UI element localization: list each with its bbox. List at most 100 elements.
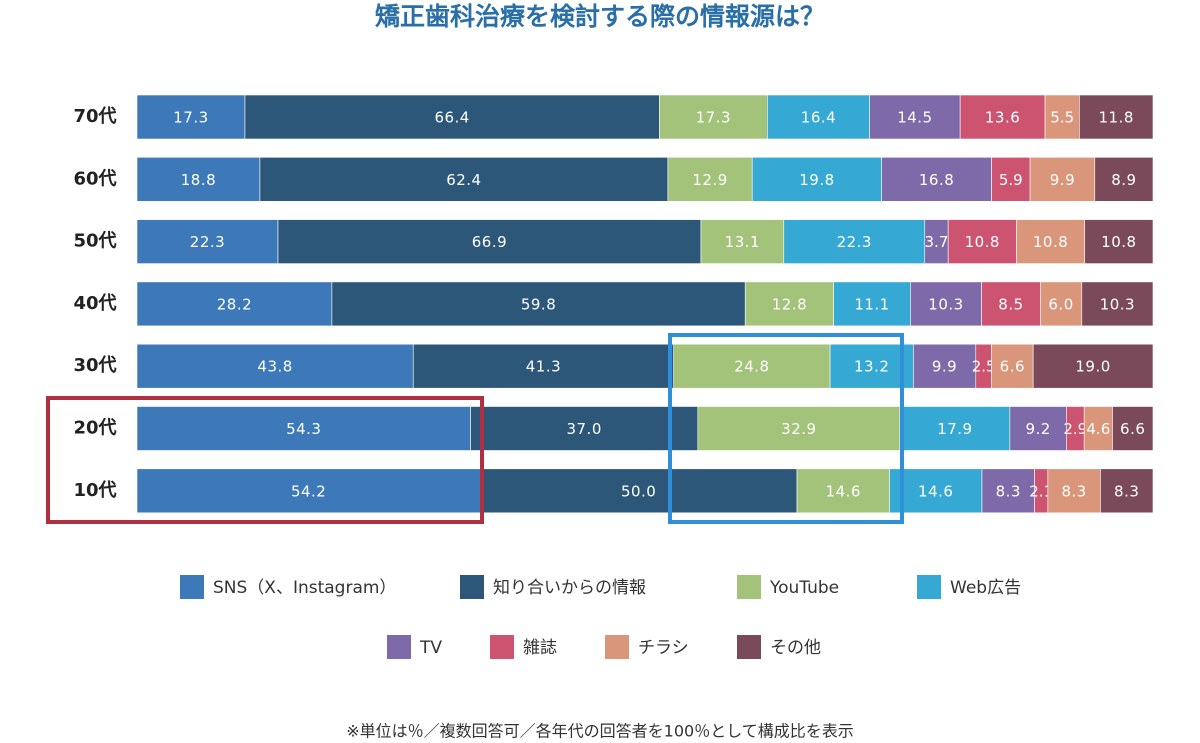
- bar-segment: [881, 157, 992, 202]
- data-label: 2.5: [972, 358, 996, 376]
- data-label: 4.6: [1086, 420, 1110, 438]
- bar-segment: [959, 94, 1046, 140]
- data-label: 8.3: [1061, 482, 1086, 500]
- data-label: 6.6: [1000, 358, 1025, 376]
- bar-segment: [412, 343, 674, 389]
- category-label: 30代: [73, 355, 116, 376]
- legend-label: YouTube: [769, 578, 839, 598]
- data-label: 28.2: [217, 295, 252, 313]
- bar-segment: [331, 281, 746, 327]
- data-label: 13.6: [985, 109, 1020, 127]
- data-label: 3.7: [925, 233, 949, 251]
- bar-segment: [1079, 94, 1154, 140]
- category-label: 60代: [73, 168, 116, 189]
- data-label: 19.0: [1075, 358, 1110, 376]
- data-label: 6.6: [1120, 420, 1145, 438]
- data-label: 37.0: [566, 420, 601, 438]
- bar-segment: [136, 406, 471, 451]
- legend-swatch: [605, 635, 629, 659]
- bar-segment: [751, 157, 882, 202]
- bar-segment: [1081, 281, 1154, 327]
- data-label: 18.8: [181, 171, 216, 189]
- legend-label: その他: [770, 638, 821, 658]
- data-label: 6.0: [1048, 295, 1073, 313]
- bar-segment: [869, 94, 961, 140]
- data-label: 16.4: [801, 109, 836, 127]
- legend-swatch: [387, 635, 411, 659]
- bar-segment: [673, 343, 831, 389]
- category-label: 10代: [73, 480, 116, 501]
- data-label: 8.3: [1114, 482, 1139, 500]
- data-label: 12.8: [772, 295, 807, 313]
- bar-segment: [981, 281, 1041, 327]
- legend-swatch: [917, 575, 941, 599]
- data-label: 9.9: [1050, 171, 1075, 189]
- data-label: 66.9: [472, 233, 507, 251]
- data-label: 10.3: [1100, 295, 1135, 313]
- legend-label: Web広告: [950, 578, 1021, 598]
- footnote: ※単位は％／複数回答可／各年代の回答者を100％として構成比を表示: [346, 722, 853, 741]
- bar-segment: [136, 157, 261, 202]
- data-label: 14.6: [918, 482, 953, 500]
- legend-label: 知り合いからの情報: [493, 578, 646, 598]
- bar-segment: [1040, 281, 1083, 327]
- legend-swatch: [737, 635, 761, 659]
- data-label: 12.9: [692, 171, 727, 189]
- legend: SNS（X、Instagram） 知り合いからの情報 YouTube Web広告 TV 雑…: [180, 575, 1021, 659]
- data-label: 11.1: [854, 295, 889, 313]
- bar-segment: [136, 94, 246, 140]
- data-label: 10.8: [965, 233, 1000, 251]
- bar-segment: [259, 157, 669, 202]
- data-label: 8.3: [996, 482, 1021, 500]
- data-label: 32.9: [781, 420, 816, 438]
- data-label: 10.3: [928, 295, 963, 313]
- chart-title: 矯正歯科治療を検討する際の情報源は？: [375, 2, 825, 31]
- bar-segment: [1112, 406, 1154, 451]
- data-label: 24.8: [734, 358, 769, 376]
- legend-swatch: [460, 575, 484, 599]
- data-label: 8.9: [1111, 171, 1136, 189]
- bar-segment: [796, 468, 890, 514]
- bar-segment: [783, 219, 926, 264]
- bar-segment: [913, 343, 977, 389]
- category-label: 20代: [73, 418, 116, 439]
- data-label: 10.8: [1101, 233, 1136, 251]
- bar-segment: [991, 343, 1034, 389]
- data-label: 9.9: [932, 358, 957, 376]
- bar-segment: [136, 281, 333, 327]
- category-label: 50代: [73, 231, 116, 252]
- legend-label: TV: [419, 638, 442, 658]
- bar-segment: [1029, 157, 1096, 202]
- bar-segment: [744, 281, 834, 327]
- bar-segment: [470, 406, 699, 451]
- data-label: 13.1: [725, 233, 760, 251]
- bar-segment: [1083, 406, 1113, 451]
- bar-segment: [1009, 406, 1067, 451]
- bar-segment: [947, 219, 1017, 264]
- data-label: 19.8: [799, 171, 834, 189]
- legend-label: チラシ: [638, 638, 689, 658]
- bar-segment: [889, 468, 983, 514]
- bar-segment: [659, 94, 768, 140]
- legend-label: SNS（X、Instagram）: [213, 578, 396, 598]
- data-label: 66.4: [434, 109, 469, 127]
- legend-swatch: [490, 635, 514, 659]
- data-label: 50.0: [621, 482, 656, 500]
- data-label: 2.9: [1063, 420, 1087, 438]
- legend-swatch: [737, 575, 761, 599]
- bar-segment: [136, 468, 481, 514]
- category-label: 70代: [73, 106, 116, 127]
- bar-segment: [981, 468, 1035, 514]
- bar-segment: [277, 219, 702, 264]
- data-label: 17.3: [173, 109, 208, 127]
- data-label: 54.3: [286, 420, 321, 438]
- bar-segment: [899, 406, 1011, 451]
- bar-segment: [991, 157, 1031, 202]
- bar-segment: [1032, 343, 1154, 389]
- data-label: 9.2: [1025, 420, 1050, 438]
- bar-segment: [767, 94, 870, 140]
- data-label: 13.2: [854, 358, 889, 376]
- highlight-box: [668, 333, 904, 524]
